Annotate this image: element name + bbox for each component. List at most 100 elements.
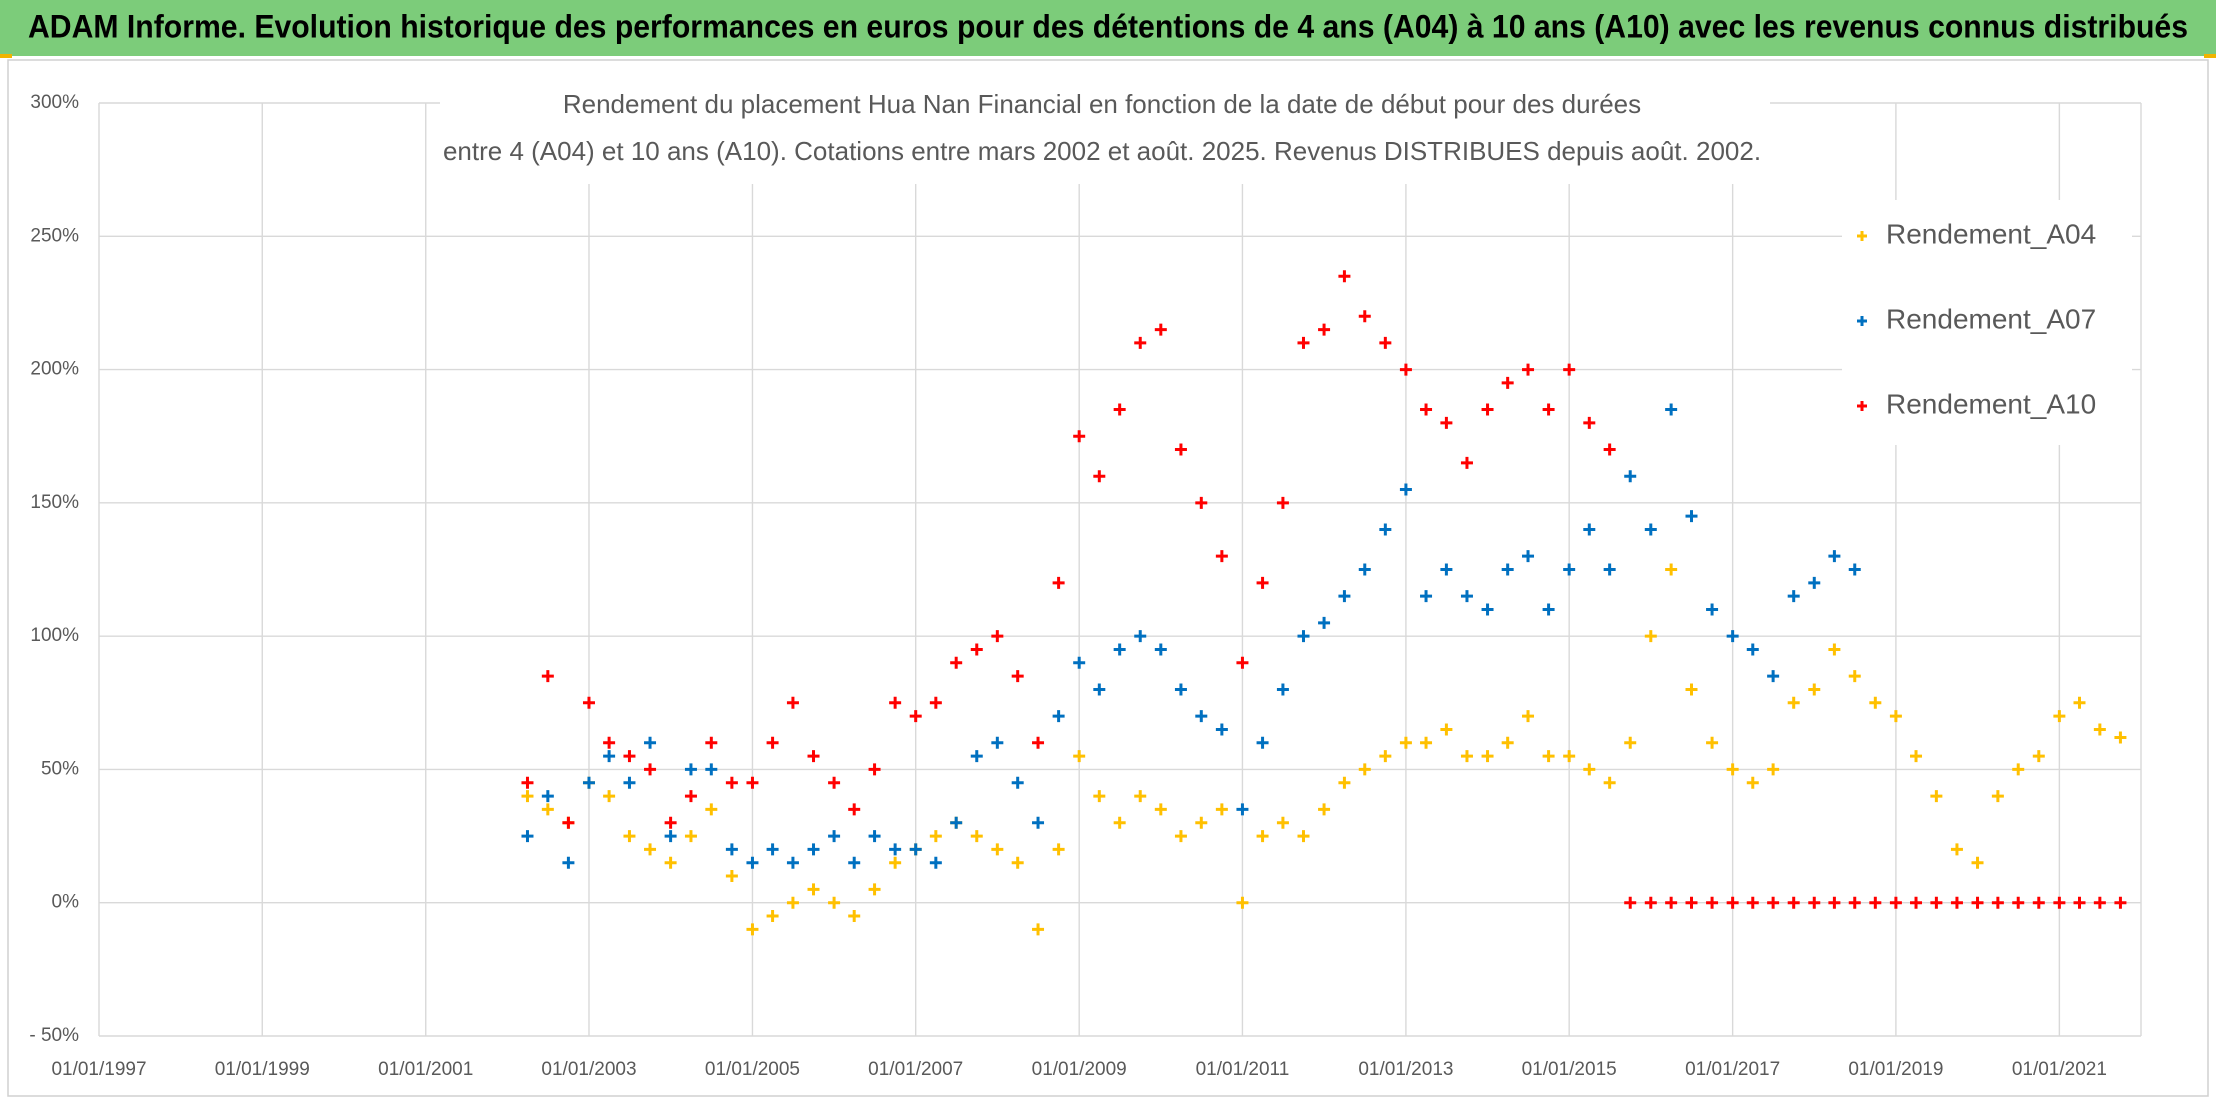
data-point	[1542, 750, 1555, 763]
data-point	[1379, 523, 1392, 536]
data-point	[991, 736, 1004, 749]
data-point	[1399, 736, 1412, 749]
data-point	[950, 656, 963, 669]
data-point	[1991, 790, 2004, 803]
plot	[521, 270, 2127, 936]
x-tick-label: 01/01/2007	[868, 1059, 963, 1080]
data-point	[521, 830, 534, 843]
data-point	[1767, 896, 1780, 909]
header-accent	[2204, 54, 2216, 58]
data-point	[868, 883, 881, 896]
data-point	[1154, 643, 1167, 656]
legend-marker	[1857, 401, 1867, 411]
data-point	[1563, 750, 1576, 763]
data-point	[1889, 710, 1902, 723]
data-point	[1052, 710, 1065, 723]
x-tick-label: 01/01/2021	[2012, 1059, 2107, 1080]
data-point	[1665, 403, 1678, 416]
data-point	[1073, 656, 1086, 669]
data-point	[1174, 443, 1187, 456]
data-point	[1522, 710, 1535, 723]
data-point	[1746, 643, 1759, 656]
data-point	[1971, 896, 1984, 909]
data-point	[828, 896, 841, 909]
data-point	[868, 830, 881, 843]
data-point	[1624, 736, 1637, 749]
data-point	[562, 816, 575, 829]
title-box	[440, 84, 1770, 184]
data-point	[2012, 896, 2025, 909]
data-point	[2012, 763, 2025, 776]
data-point	[2053, 710, 2066, 723]
data-point	[521, 790, 534, 803]
data-point	[807, 883, 820, 896]
data-point	[1910, 750, 1923, 763]
data-point	[889, 843, 902, 856]
data-point	[1481, 750, 1494, 763]
data-point	[1052, 576, 1065, 589]
legend-label: Rendement_A04	[1886, 218, 2096, 249]
data-point	[603, 790, 616, 803]
data-point	[1276, 496, 1289, 509]
data-point	[603, 736, 616, 749]
data-point	[1950, 843, 1963, 856]
data-point	[909, 710, 922, 723]
data-point	[1828, 643, 1841, 656]
data-point	[1583, 416, 1596, 429]
data-point	[541, 803, 554, 816]
data-point	[1501, 736, 1514, 749]
data-point	[1706, 603, 1719, 616]
legend: Rendement_A04 Rendement_A07 Rendement_A10	[1842, 200, 2132, 445]
data-point	[1787, 696, 1800, 709]
data-point	[1276, 816, 1289, 829]
data-point	[644, 843, 657, 856]
data-point	[1379, 336, 1392, 349]
data-point	[1706, 736, 1719, 749]
data-point	[1460, 456, 1473, 469]
data-point	[705, 763, 718, 776]
data-point	[807, 843, 820, 856]
data-point	[746, 776, 759, 789]
data-point	[2073, 896, 2086, 909]
data-point	[1154, 323, 1167, 336]
data-point	[807, 750, 820, 763]
data-point	[970, 643, 983, 656]
y-tick-label: 200%	[30, 359, 79, 380]
y-tick-label: 250%	[30, 225, 79, 246]
y-tick-label: 50%	[41, 758, 79, 779]
data-point	[766, 736, 779, 749]
x-tick-label: 01/01/2019	[1848, 1059, 1943, 1080]
data-point	[2093, 896, 2106, 909]
data-point	[889, 696, 902, 709]
data-point	[1134, 790, 1147, 803]
data-point	[1542, 603, 1555, 616]
data-point	[1032, 816, 1045, 829]
data-point	[1644, 630, 1657, 643]
data-point	[1644, 896, 1657, 909]
data-point	[623, 750, 636, 763]
x-tick-label: 01/01/2005	[705, 1059, 800, 1080]
data-point	[1665, 896, 1678, 909]
data-point	[1420, 736, 1433, 749]
x-tick-label: 01/01/2003	[541, 1059, 636, 1080]
data-point	[1113, 643, 1126, 656]
data-point	[541, 670, 554, 683]
data-point	[1174, 830, 1187, 843]
data-point	[1276, 683, 1289, 696]
data-point	[970, 750, 983, 763]
y-tick-label: 300%	[30, 92, 79, 113]
data-point	[1318, 616, 1331, 629]
data-point	[1848, 670, 1861, 683]
data-point	[1522, 363, 1535, 376]
data-point	[1726, 896, 1739, 909]
data-point	[1460, 590, 1473, 603]
data-point	[1481, 603, 1494, 616]
data-point	[1644, 523, 1657, 536]
data-point	[664, 816, 677, 829]
data-point	[1910, 896, 1923, 909]
chart-subtitle: entre 4 (A04) et 10 ans (A10). Cotations…	[443, 136, 1761, 166]
data-point	[1991, 896, 2004, 909]
data-point	[1583, 763, 1596, 776]
data-point	[1950, 896, 1963, 909]
data-point	[582, 696, 595, 709]
